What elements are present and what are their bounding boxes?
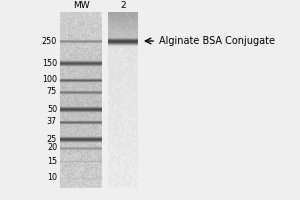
Text: 75: 75 bbox=[47, 88, 57, 97]
Text: MW: MW bbox=[73, 1, 89, 10]
Text: 250: 250 bbox=[42, 36, 57, 46]
Text: Alginate BSA Conjugate: Alginate BSA Conjugate bbox=[159, 36, 275, 46]
Text: 2: 2 bbox=[120, 1, 126, 10]
Text: 10: 10 bbox=[47, 173, 57, 182]
Text: 15: 15 bbox=[47, 156, 57, 166]
Text: 150: 150 bbox=[42, 58, 57, 68]
Text: 50: 50 bbox=[47, 104, 57, 114]
Text: 100: 100 bbox=[42, 75, 57, 84]
Text: 25: 25 bbox=[47, 134, 57, 144]
Text: 37: 37 bbox=[47, 117, 57, 127]
Text: 20: 20 bbox=[47, 144, 57, 152]
